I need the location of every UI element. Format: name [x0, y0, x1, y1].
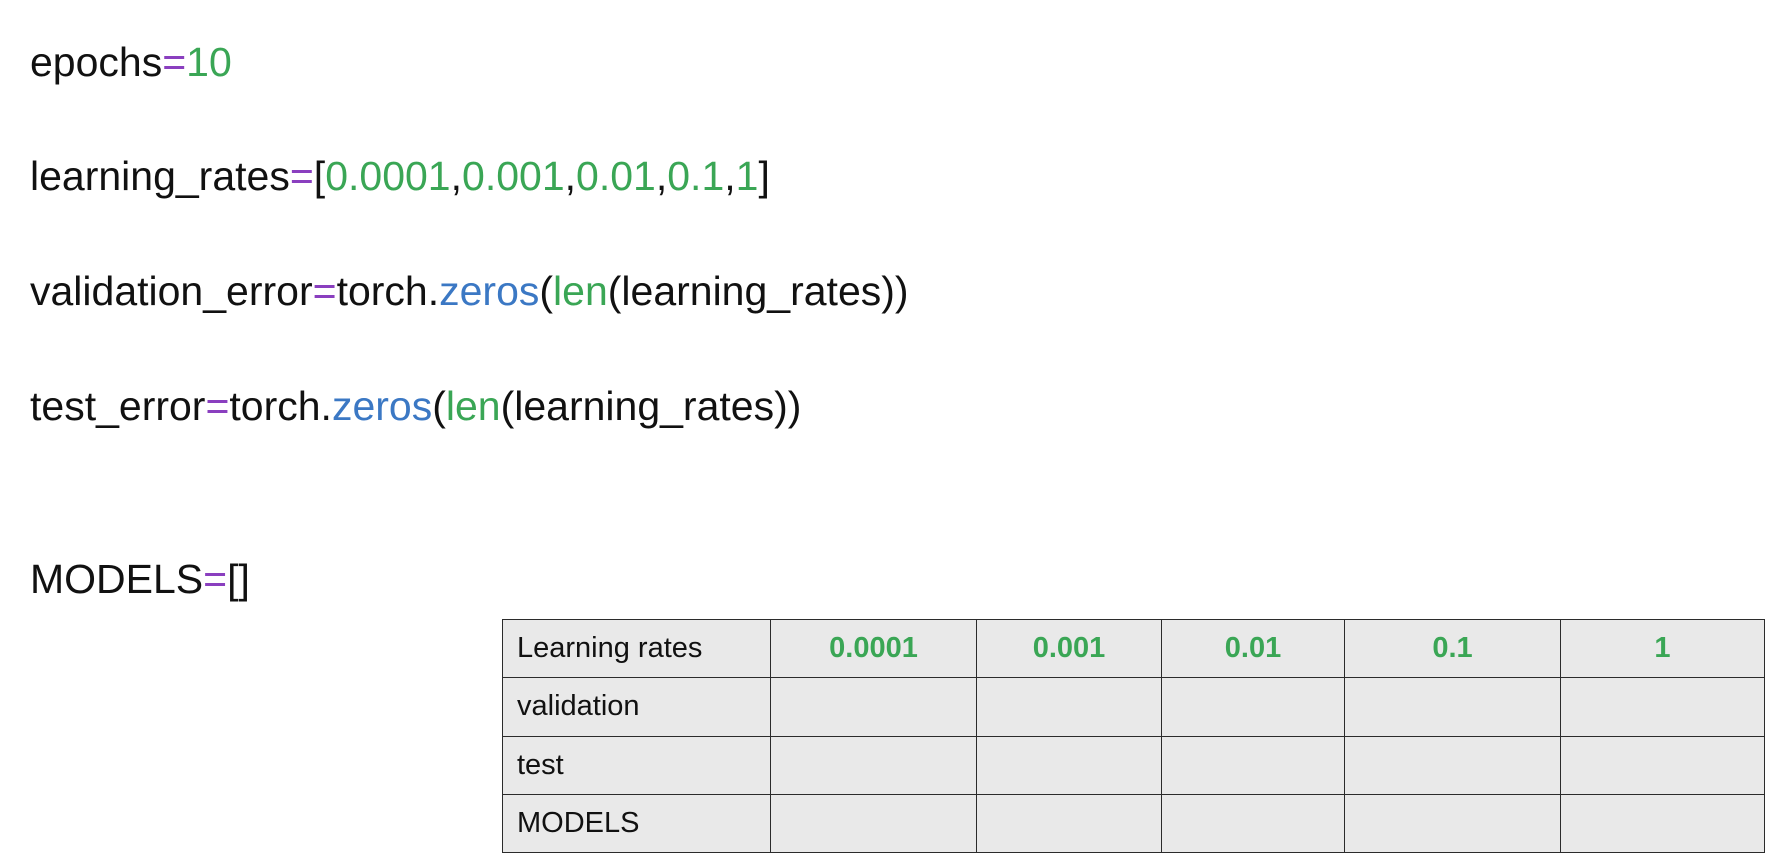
paren-close: ))	[774, 383, 802, 429]
table-cell	[1344, 793, 1561, 854]
list-separator: ,	[564, 153, 577, 199]
module-name: torch.	[229, 383, 332, 429]
var-epochs: epochs	[30, 39, 163, 85]
header-lr-cell: 0.0001	[770, 618, 977, 679]
table-row-validation: validation	[502, 677, 1765, 737]
table-cell	[1161, 735, 1345, 795]
lr-value: 0.1	[667, 153, 725, 199]
function-name: zeros	[439, 268, 540, 314]
table-cell	[770, 735, 977, 795]
list-close-bracket: ]	[758, 153, 770, 199]
var-validation-error: validation_error	[30, 268, 313, 314]
paren-open: (	[500, 383, 515, 429]
list-separator: ,	[724, 153, 736, 199]
table-cell	[1161, 677, 1345, 737]
table-cell	[1560, 677, 1765, 737]
header-lr-cell: 0.001	[976, 618, 1162, 679]
table-cell	[1161, 793, 1345, 854]
lr-value: 0.01	[576, 153, 656, 199]
table-cell	[976, 677, 1162, 737]
table-cell	[770, 677, 977, 737]
assign-operator: =	[205, 383, 230, 429]
var-test-error: test_error	[30, 383, 206, 429]
results-table: Learning rates 0.0001 0.001 0.01 0.1 1 v…	[502, 618, 1765, 854]
builtin-name: len	[553, 268, 608, 314]
table-cell	[1560, 793, 1765, 854]
assign-operator: =	[162, 39, 187, 85]
paren-open: (	[607, 268, 622, 314]
var-learning-rates: learning_rates	[30, 153, 290, 199]
paren-open: (	[432, 383, 446, 429]
table-cell	[1344, 677, 1561, 737]
paren-close: ))	[881, 268, 909, 314]
header-lr-cell: 0.1	[1344, 618, 1561, 679]
lr-value: 0.001	[462, 153, 565, 199]
header-lr-cell: 0.01	[1161, 618, 1345, 679]
code-line-test-error: test_error=torch.zeros(len(learning_rate…	[30, 380, 801, 432]
epochs-value: 10	[186, 39, 232, 85]
list-separator: ,	[655, 153, 668, 199]
code-line-learning-rates: learning_rates=[0.0001,0.001,0.01,0.1,1]	[30, 150, 770, 202]
code-line-validation-error: validation_error=torch.zeros(len(learnin…	[30, 265, 909, 317]
argument-name: learning_rates	[514, 383, 775, 429]
table-cell	[1560, 735, 1765, 795]
code-line-epochs: epochs=10	[30, 36, 232, 88]
models-value: []	[227, 556, 250, 602]
var-models: MODELS	[30, 556, 204, 602]
assign-operator: =	[312, 268, 337, 314]
header-label-cell: Learning rates	[502, 618, 771, 679]
table-row-models: MODELS	[502, 793, 1765, 854]
module-name: torch.	[336, 268, 440, 314]
table-cell	[1344, 735, 1561, 795]
list-open-bracket: [	[313, 153, 326, 199]
table-header-row: Learning rates 0.0001 0.001 0.01 0.1 1	[502, 618, 1765, 679]
lr-value: 0.0001	[325, 153, 451, 199]
assign-operator: =	[289, 153, 314, 199]
table-cell	[976, 793, 1162, 854]
assign-operator: =	[203, 556, 228, 602]
table-cell	[770, 793, 977, 854]
argument-name: learning_rates	[621, 268, 882, 314]
table-row-test: test	[502, 735, 1765, 795]
table-cell	[976, 735, 1162, 795]
row-label-cell: validation	[502, 677, 771, 737]
lr-value: 1	[735, 153, 759, 199]
paren-open: (	[539, 268, 554, 314]
row-label-cell: MODELS	[502, 793, 771, 854]
list-separator: ,	[450, 153, 463, 199]
code-line-models: MODELS=[]	[30, 553, 250, 605]
builtin-name: len	[445, 383, 501, 429]
row-label-cell: test	[502, 735, 771, 795]
function-name: zeros	[331, 383, 433, 429]
header-lr-cell: 1	[1560, 618, 1765, 679]
